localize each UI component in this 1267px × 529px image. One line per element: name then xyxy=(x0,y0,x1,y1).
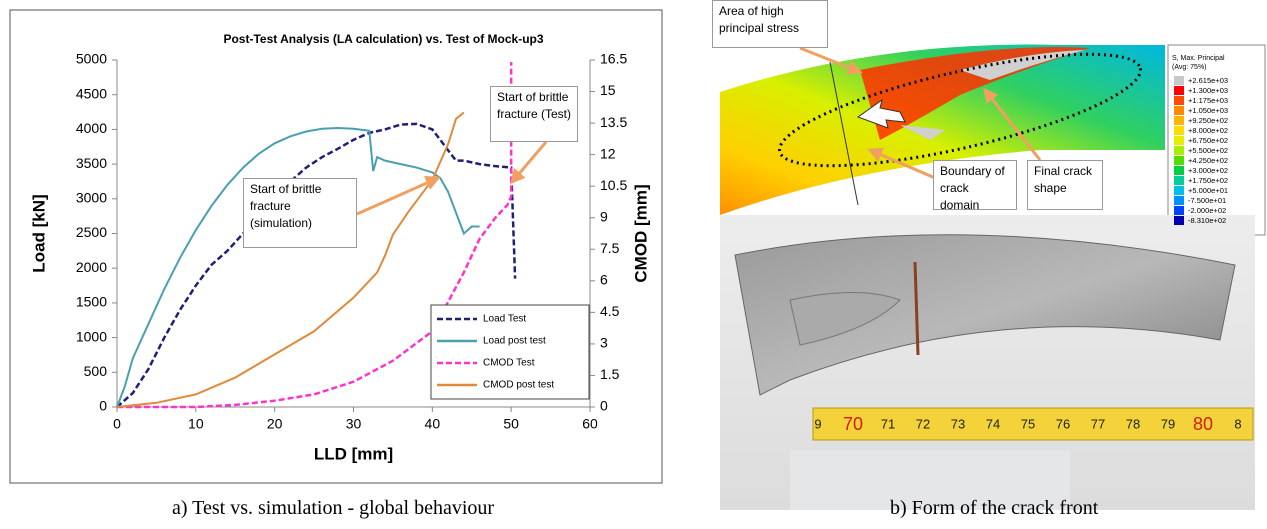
ruler-label: 73 xyxy=(951,416,965,431)
figure: 9 70 71 72 73 74 75 76 77 78 79 80 8 Post-Test Analy… xyxy=(0,0,1267,529)
y-tick-label: 2500 xyxy=(76,224,107,240)
y2-tick-label: 7.5 xyxy=(600,240,620,256)
y2-tick-label: 10.5 xyxy=(600,177,627,193)
contour-legend-value: +5.500e+02 xyxy=(1188,146,1228,155)
ruler-label: 77 xyxy=(1091,416,1105,431)
contour-legend-swatch xyxy=(1174,206,1184,215)
x-tick-label: 60 xyxy=(582,416,598,432)
contour-legend-title: (Avg: 75%) xyxy=(1172,64,1207,71)
y2-tick-label: 16.5 xyxy=(600,51,627,67)
y2-tick-label: 3 xyxy=(600,335,608,351)
contour-legend-swatch xyxy=(1174,216,1184,225)
x-tick-label: 20 xyxy=(267,416,283,432)
contour-legend-swatch xyxy=(1174,86,1184,95)
callout: Boundary of crack domain xyxy=(933,160,1017,210)
caption: a) Test vs. simulation - global behaviou… xyxy=(172,497,494,520)
contour-legend-value: +3.000e+02 xyxy=(1188,166,1228,175)
annotation-arrow xyxy=(512,142,546,182)
y2-tick-label: 12 xyxy=(600,145,616,161)
contour-legend-value: -2.000e+02 xyxy=(1188,206,1226,215)
x-tick-label: 0 xyxy=(113,416,121,432)
ruler-label: 8 xyxy=(1234,416,1241,431)
ruler-label: 79 xyxy=(1161,416,1175,431)
y-tick-label: 4000 xyxy=(76,120,107,136)
ruler-label: 74 xyxy=(986,416,1000,431)
legend-label: CMOD post test xyxy=(483,380,554,391)
contour-legend-swatch xyxy=(1174,176,1184,185)
annotation-arrow xyxy=(357,178,438,214)
contour-legend-swatch xyxy=(1174,196,1184,205)
y-tick-label: 5000 xyxy=(76,51,107,67)
callout: Final crack shape xyxy=(1027,160,1103,210)
contour-legend-swatch xyxy=(1174,116,1184,125)
y-tick-label: 2000 xyxy=(76,259,107,275)
contour-legend-value: +9.250e+02 xyxy=(1188,116,1228,125)
ruler-label: 71 xyxy=(881,416,895,431)
legend-label: Load Test xyxy=(483,314,526,325)
contour-legend-title: S, Max. Principal xyxy=(1172,55,1225,62)
contour-legend-value: +1.300e+03 xyxy=(1188,86,1228,95)
contour-legend-value: +1.050e+03 xyxy=(1188,106,1228,115)
series-line xyxy=(117,113,464,407)
y-tick-label: 0 xyxy=(99,398,107,414)
y2-tick-label: 15 xyxy=(600,82,616,98)
page: 9 70 71 72 73 74 75 76 77 78 79 80 8 Post-Test Analy… xyxy=(0,0,1267,529)
y-axis-label: Load [kN] xyxy=(29,194,48,272)
contour-legend-value: +1.750e+02 xyxy=(1188,176,1228,185)
series-line xyxy=(117,128,480,407)
contour-legend-value: -8.310e+02 xyxy=(1188,216,1226,225)
legend-label: Load post test xyxy=(483,336,546,347)
annotation: Start of brittle fracture (simulation) xyxy=(243,178,357,248)
contour-legend-value: +5.000e+01 xyxy=(1188,186,1228,195)
contour-legend-swatch xyxy=(1174,166,1184,175)
contour-legend-swatch xyxy=(1174,136,1184,145)
y2-tick-label: 13.5 xyxy=(600,114,627,130)
contour-legend-swatch xyxy=(1174,76,1184,85)
y-tick-label: 3000 xyxy=(76,190,107,206)
x-tick-label: 40 xyxy=(425,416,441,432)
ruler-label: 76 xyxy=(1056,416,1070,431)
y2-axis-label: CMOD [mm] xyxy=(631,184,650,282)
annotation: Start of brittle fracture (Test) xyxy=(490,86,578,142)
contour-legend-value: +2.615e+03 xyxy=(1188,76,1228,85)
contour-legend-value: -7.500e+01 xyxy=(1188,196,1226,205)
y2-tick-label: 6 xyxy=(600,272,608,288)
y2-tick-label: 4.5 xyxy=(600,303,620,319)
contour-legend-swatch xyxy=(1174,146,1184,155)
x-tick-label: 30 xyxy=(346,416,362,432)
ruler-label: 9 xyxy=(814,416,821,431)
contour-legend-swatch xyxy=(1174,156,1184,165)
x-tick-label: 10 xyxy=(188,416,204,432)
chart-title: Post-Test Analysis (LA calculation) vs. … xyxy=(223,32,543,46)
ruler-label: 75 xyxy=(1021,416,1035,431)
y-tick-label: 1000 xyxy=(76,328,107,344)
y-tick-label: 3500 xyxy=(76,155,107,171)
y2-tick-label: 1.5 xyxy=(600,366,620,382)
y2-tick-label: 0 xyxy=(600,398,608,414)
legend-label: CMOD Test xyxy=(483,358,535,369)
y2-tick-label: 9 xyxy=(600,208,608,224)
contour-legend-swatch xyxy=(1174,126,1184,135)
contour-legend-swatch xyxy=(1174,96,1184,105)
y-tick-label: 500 xyxy=(84,363,108,379)
contour-legend-swatch xyxy=(1174,106,1184,115)
contour-legend-value: +6.750e+02 xyxy=(1188,136,1228,145)
contour-legend-value: +1.175e+03 xyxy=(1188,96,1228,105)
callout: Area of high principal stress xyxy=(712,0,828,48)
ruler-label: 78 xyxy=(1126,416,1140,431)
y-tick-label: 1500 xyxy=(76,294,107,310)
y-tick-label: 4500 xyxy=(76,85,107,101)
ruler-label: 70 xyxy=(843,414,863,434)
contour-legend-value: +8.000e+02 xyxy=(1188,126,1228,135)
contour-legend-value: +4.250e+02 xyxy=(1188,156,1228,165)
x-tick-label: 50 xyxy=(503,416,519,432)
ruler-label: 80 xyxy=(1193,414,1213,434)
x-axis-label: LLD [mm] xyxy=(314,444,393,463)
contour-legend-swatch xyxy=(1174,186,1184,195)
ruler-label: 72 xyxy=(916,416,930,431)
caption: b) Form of the crack front xyxy=(890,497,1098,520)
